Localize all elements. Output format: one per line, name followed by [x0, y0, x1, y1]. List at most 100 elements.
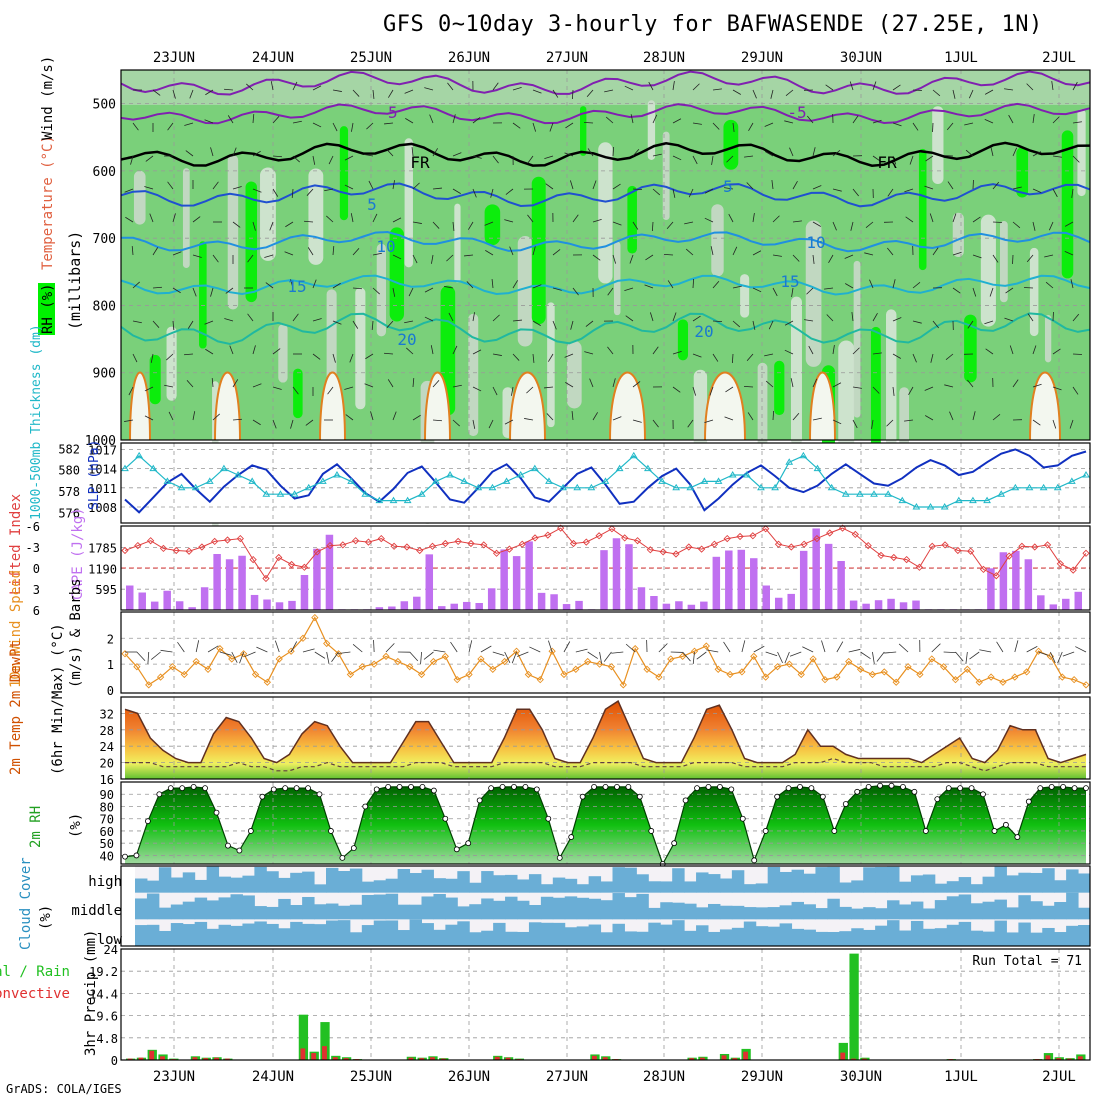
- wind-barb-35-9: [832, 382, 842, 388]
- wind-barb-14-3: [412, 182, 420, 190]
- wind-barb-10-4: [326, 215, 334, 223]
- wind-barb-32-4: [772, 215, 780, 223]
- cape-bar-5: [188, 607, 196, 610]
- cloud-cell-1-39: [600, 900, 613, 920]
- wind-barb-5-0: [223, 88, 234, 91]
- wind-barb-14-7: [404, 320, 414, 324]
- cloud-cell-1-18: [349, 904, 363, 920]
- rh2m-point-37: [545, 815, 552, 822]
- cloud-cell-0-77: [1054, 880, 1067, 893]
- wind10-barb-4: [160, 649, 173, 653]
- profile-ytick-800: 800: [93, 299, 116, 314]
- thickness-ytick-582: 582: [58, 442, 80, 456]
- rh2m-point-75: [980, 791, 986, 798]
- cloud-cell-1-42: [636, 893, 649, 920]
- cloud-cell-2-50: [731, 927, 745, 946]
- wind-barb-13-1: [384, 122, 394, 125]
- wind-barb-2-5: [172, 251, 182, 256]
- cape-bar-10: [250, 594, 259, 610]
- wind10-point-55: [773, 663, 782, 671]
- rh-cell-0: [133, 170, 146, 225]
- wind-barb-46-9: [1052, 386, 1062, 391]
- rh2m-point-6: [190, 783, 197, 790]
- li-point-49: [749, 532, 757, 540]
- rh2m-point-32: [488, 785, 494, 792]
- cloud-cell-2-59: [839, 931, 852, 946]
- rh-cell-3: [182, 168, 190, 268]
- wind10-point-53: [750, 652, 758, 661]
- wind10-barb-5: [177, 641, 185, 653]
- precip-conv-bar-85: [1045, 1055, 1051, 1060]
- cloud-cell-1-58: [827, 898, 840, 920]
- wind-barb-43-2: [990, 147, 994, 157]
- li-point-74: [1069, 566, 1077, 574]
- slp-point-19: [389, 496, 398, 504]
- rh-cell-31: [627, 185, 637, 254]
- wind-barb-13-9: [387, 379, 394, 388]
- wind-barb-20-5: [532, 246, 536, 256]
- wind10-barb-57: [789, 651, 802, 657]
- precip-conv-bar-68: [861, 1058, 867, 1060]
- cloud-cell-0-54: [779, 871, 793, 893]
- precip-ytick-24: 24: [104, 943, 118, 957]
- wind10-point-44: [643, 665, 651, 673]
- rh2m-point-19: [339, 854, 346, 861]
- wind-barb-23-2: [587, 148, 594, 157]
- rh-cell-39: [757, 362, 768, 468]
- rh2m-point-26: [419, 783, 426, 790]
- wind-barb-17-1: [472, 117, 481, 124]
- wind-barb-3-0: [189, 89, 194, 99]
- cloud-cell-1-52: [755, 907, 769, 920]
- wind-barb-22-1: [565, 122, 574, 129]
- date-label-top-27JUN: 27JUN: [546, 50, 588, 66]
- wind-barb-47-2: [1072, 155, 1080, 163]
- wind-barb-8-4: [285, 221, 294, 228]
- rh2m-ytick-80: 80: [100, 800, 114, 814]
- wind10-frame: [120, 611, 1091, 694]
- cloud-cell-1-70: [970, 903, 984, 920]
- rh2m-point-63: [842, 801, 849, 807]
- slp-point-0: [121, 464, 129, 472]
- cloud-cell-2-46: [684, 930, 697, 946]
- cloud-cell-1-21: [385, 893, 399, 920]
- cloud-cell-2-42: [636, 931, 649, 946]
- rh-cell-28: [580, 106, 587, 156]
- cloud-cell-1-0: [135, 898, 148, 920]
- precip-conv-bar-16: [300, 1048, 306, 1060]
- wind-barb-2-0: [172, 89, 176, 99]
- wind-barb-5-7: [224, 318, 234, 322]
- precip-conv-bar-0: [127, 1058, 133, 1060]
- date-label-bottom-2JUL: 2JUL: [1042, 1069, 1076, 1085]
- precip-conv-bar-27: [419, 1058, 425, 1060]
- slp-point-64: [1025, 483, 1034, 491]
- cloud-cell-1-40: [612, 893, 625, 920]
- wind10-point-41: [607, 663, 616, 671]
- wind-barb-47-4: [1064, 221, 1074, 227]
- slp-point-12: [290, 490, 299, 497]
- wind-barb-30-1: [732, 122, 735, 132]
- cloud-cell-2-48: [708, 931, 721, 946]
- slp-point-40: [686, 483, 695, 491]
- cloud-cell-0-1: [146, 880, 160, 893]
- wind-barb-23-0: [586, 89, 594, 98]
- li-point-62: [915, 563, 924, 571]
- wind10-barb-42: [611, 651, 624, 654]
- wind-barb-20-1: [532, 122, 537, 132]
- wind10-point-5: [180, 670, 188, 679]
- wind-barb-33-5: [792, 254, 800, 262]
- wind-barb-8-1: [292, 120, 302, 124]
- cape-bar-58: [849, 600, 858, 610]
- cape-bar-47: [712, 556, 721, 610]
- wind-barb-31-1: [748, 122, 754, 131]
- cloud-cell-2-21: [385, 920, 399, 946]
- wind-barb-19-8: [512, 353, 520, 361]
- wind10-point-38: [572, 665, 580, 673]
- wind-barb-26-3: [652, 188, 661, 196]
- wind-barb-12-8: [365, 353, 374, 360]
- cloud-cell-0-61: [863, 867, 876, 893]
- wind-barb-30-4: [728, 213, 734, 223]
- wind10-barb-54: [765, 651, 778, 657]
- rh2m-ylabel: 2m RH: [28, 806, 44, 848]
- li-point-41: [646, 546, 654, 554]
- wind-barb-28-9: [692, 386, 697, 396]
